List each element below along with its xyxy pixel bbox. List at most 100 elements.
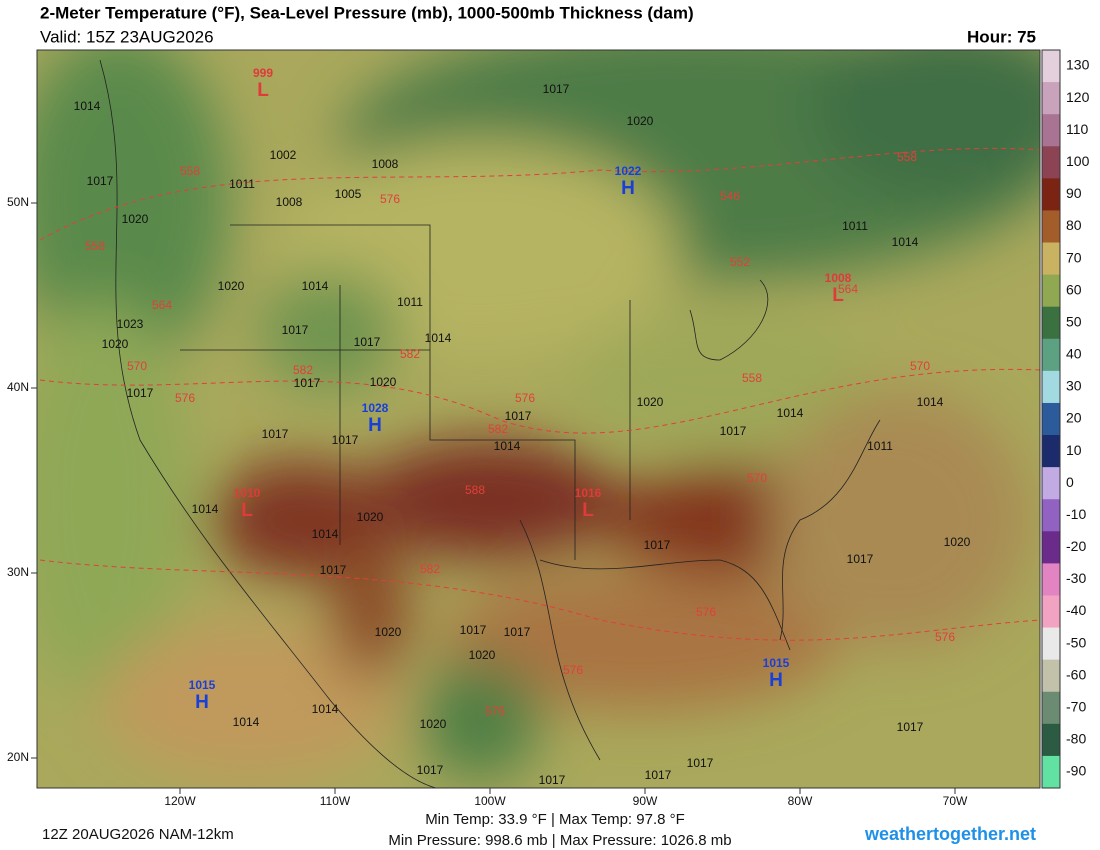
title: 2-Meter Temperature (°F), Sea-Level Pres… [40, 3, 694, 22]
pressure-center: H [195, 692, 209, 713]
colorbar-label: 0 [1066, 474, 1074, 490]
isobar-label: 1020 [375, 625, 402, 639]
isobar-label: 1017 [543, 82, 570, 96]
lon-label: 80W [788, 794, 813, 808]
color-swatch [1042, 274, 1060, 308]
lon-label: 120W [164, 794, 196, 808]
pressure-value: 1028 [362, 401, 389, 415]
isobar-label: 1017 [460, 623, 487, 637]
thickness-label: 576 [935, 630, 955, 644]
colorbar-label: 120 [1066, 89, 1090, 105]
thickness-label: 576 [485, 704, 505, 718]
color-swatch [1042, 755, 1060, 789]
isobar-label: 1017 [687, 756, 714, 770]
isobar-label: 1014 [892, 235, 919, 249]
colorbar-label: 110 [1066, 121, 1089, 137]
colorbar-label: -20 [1066, 538, 1086, 554]
isobar-label: 1014 [233, 715, 260, 729]
forecast-hour: Hour: 75 [967, 27, 1036, 46]
pressure-range: Min Pressure: 998.6 mb | Max Pressure: 1… [388, 832, 731, 849]
colorbar-frame [1041, 49, 1061, 789]
isobar-label: 1002 [270, 148, 297, 162]
isobar-label: 1017 [282, 323, 309, 337]
thickness-label: 588 [465, 483, 485, 497]
isobar-label: 1011 [229, 177, 255, 191]
pressure-value: 1010 [234, 486, 261, 500]
color-swatch [1042, 210, 1060, 244]
thickness-label: 570 [747, 471, 767, 485]
color-swatch [1042, 338, 1060, 372]
color-swatch [1042, 691, 1060, 725]
isobar-label: 1017 [417, 763, 444, 777]
isobar-label: 1017 [87, 174, 114, 188]
thickness-label: 576 [563, 663, 583, 677]
isobar-label: 1011 [867, 439, 893, 453]
color-swatch [1042, 114, 1060, 147]
lon-label: 70W [943, 794, 968, 808]
lat-label: 40N [7, 380, 29, 394]
isobar-label: 1017 [897, 720, 924, 734]
colorbar-label: 20 [1066, 410, 1082, 426]
pressure-center: L [582, 500, 594, 521]
map-frame [36, 49, 1041, 789]
lon-label: 100W [474, 794, 506, 808]
isobar-label: 1020 [102, 337, 129, 351]
pressure-center: H [368, 415, 382, 436]
map: 999L1022H1008L1028H1010L1016L1015H1015H1… [37, 50, 1040, 788]
colorbar-label: 90 [1066, 185, 1082, 201]
thickness-label: 576 [175, 391, 195, 405]
pressure-center: H [769, 670, 783, 691]
isobar-label: 1017 [354, 335, 381, 349]
thickness-label: 582 [293, 363, 313, 377]
lat-label: 30N [7, 565, 29, 579]
isobar-label: 1017 [847, 552, 874, 566]
site-link[interactable]: weathertogether.net [864, 824, 1036, 844]
isobar-label: 1020 [370, 375, 397, 389]
pressure-center: H [621, 178, 635, 199]
color-swatch [1042, 723, 1060, 757]
color-swatch [1042, 499, 1060, 532]
isobar-label: 1014 [425, 331, 452, 345]
lat-label: 20N [7, 750, 29, 764]
colorbar-label: -90 [1066, 763, 1086, 779]
pressure-value: 1008 [825, 271, 852, 285]
color-swatch [1042, 627, 1060, 661]
color-swatch [1042, 435, 1060, 468]
isobar-label: 1017 [127, 386, 154, 400]
isobar-label: 1020 [637, 395, 664, 409]
isobar-label: 1020 [944, 535, 971, 549]
isobar-label: 1005 [335, 187, 362, 201]
lon-label: 90W [633, 794, 658, 808]
isobar-label: 1017 [504, 625, 531, 639]
colorbar-label: 50 [1066, 313, 1082, 329]
colorbar-label: 130 [1066, 57, 1090, 73]
colorbar-label: -30 [1066, 570, 1086, 586]
pressure-value: 1015 [189, 678, 216, 692]
isobar-label: 1023 [117, 317, 144, 331]
color-swatch [1042, 531, 1060, 564]
thickness-label: 582 [400, 347, 420, 361]
isobar-label: 1017 [720, 424, 747, 438]
color-swatch [1042, 467, 1060, 500]
isobar-label: 1014 [74, 99, 101, 113]
colorbar-label: -10 [1066, 506, 1086, 522]
color-swatch [1042, 50, 1060, 83]
isobar-label: 1017 [320, 563, 347, 577]
colorbar-label: -50 [1066, 634, 1086, 650]
isobar-label: 1020 [469, 648, 496, 662]
isobar-label: 1017 [332, 433, 359, 447]
color-swatch [1042, 595, 1060, 629]
pressure-value: 999 [253, 66, 273, 80]
colorbar-label: 70 [1066, 249, 1082, 265]
isobar-label: 1017 [294, 376, 321, 390]
isobar-label: 1017 [505, 409, 532, 423]
thickness-label: 558 [742, 371, 762, 385]
color-swatch [1042, 370, 1060, 404]
isobar-label: 1017 [644, 538, 671, 552]
colorbar-label: -40 [1066, 602, 1086, 618]
colorbar-label: 30 [1066, 378, 1082, 394]
colorbar-label: 40 [1066, 346, 1082, 362]
isobar-label: 1017 [539, 773, 566, 787]
isobar-label: 1014 [302, 279, 329, 293]
